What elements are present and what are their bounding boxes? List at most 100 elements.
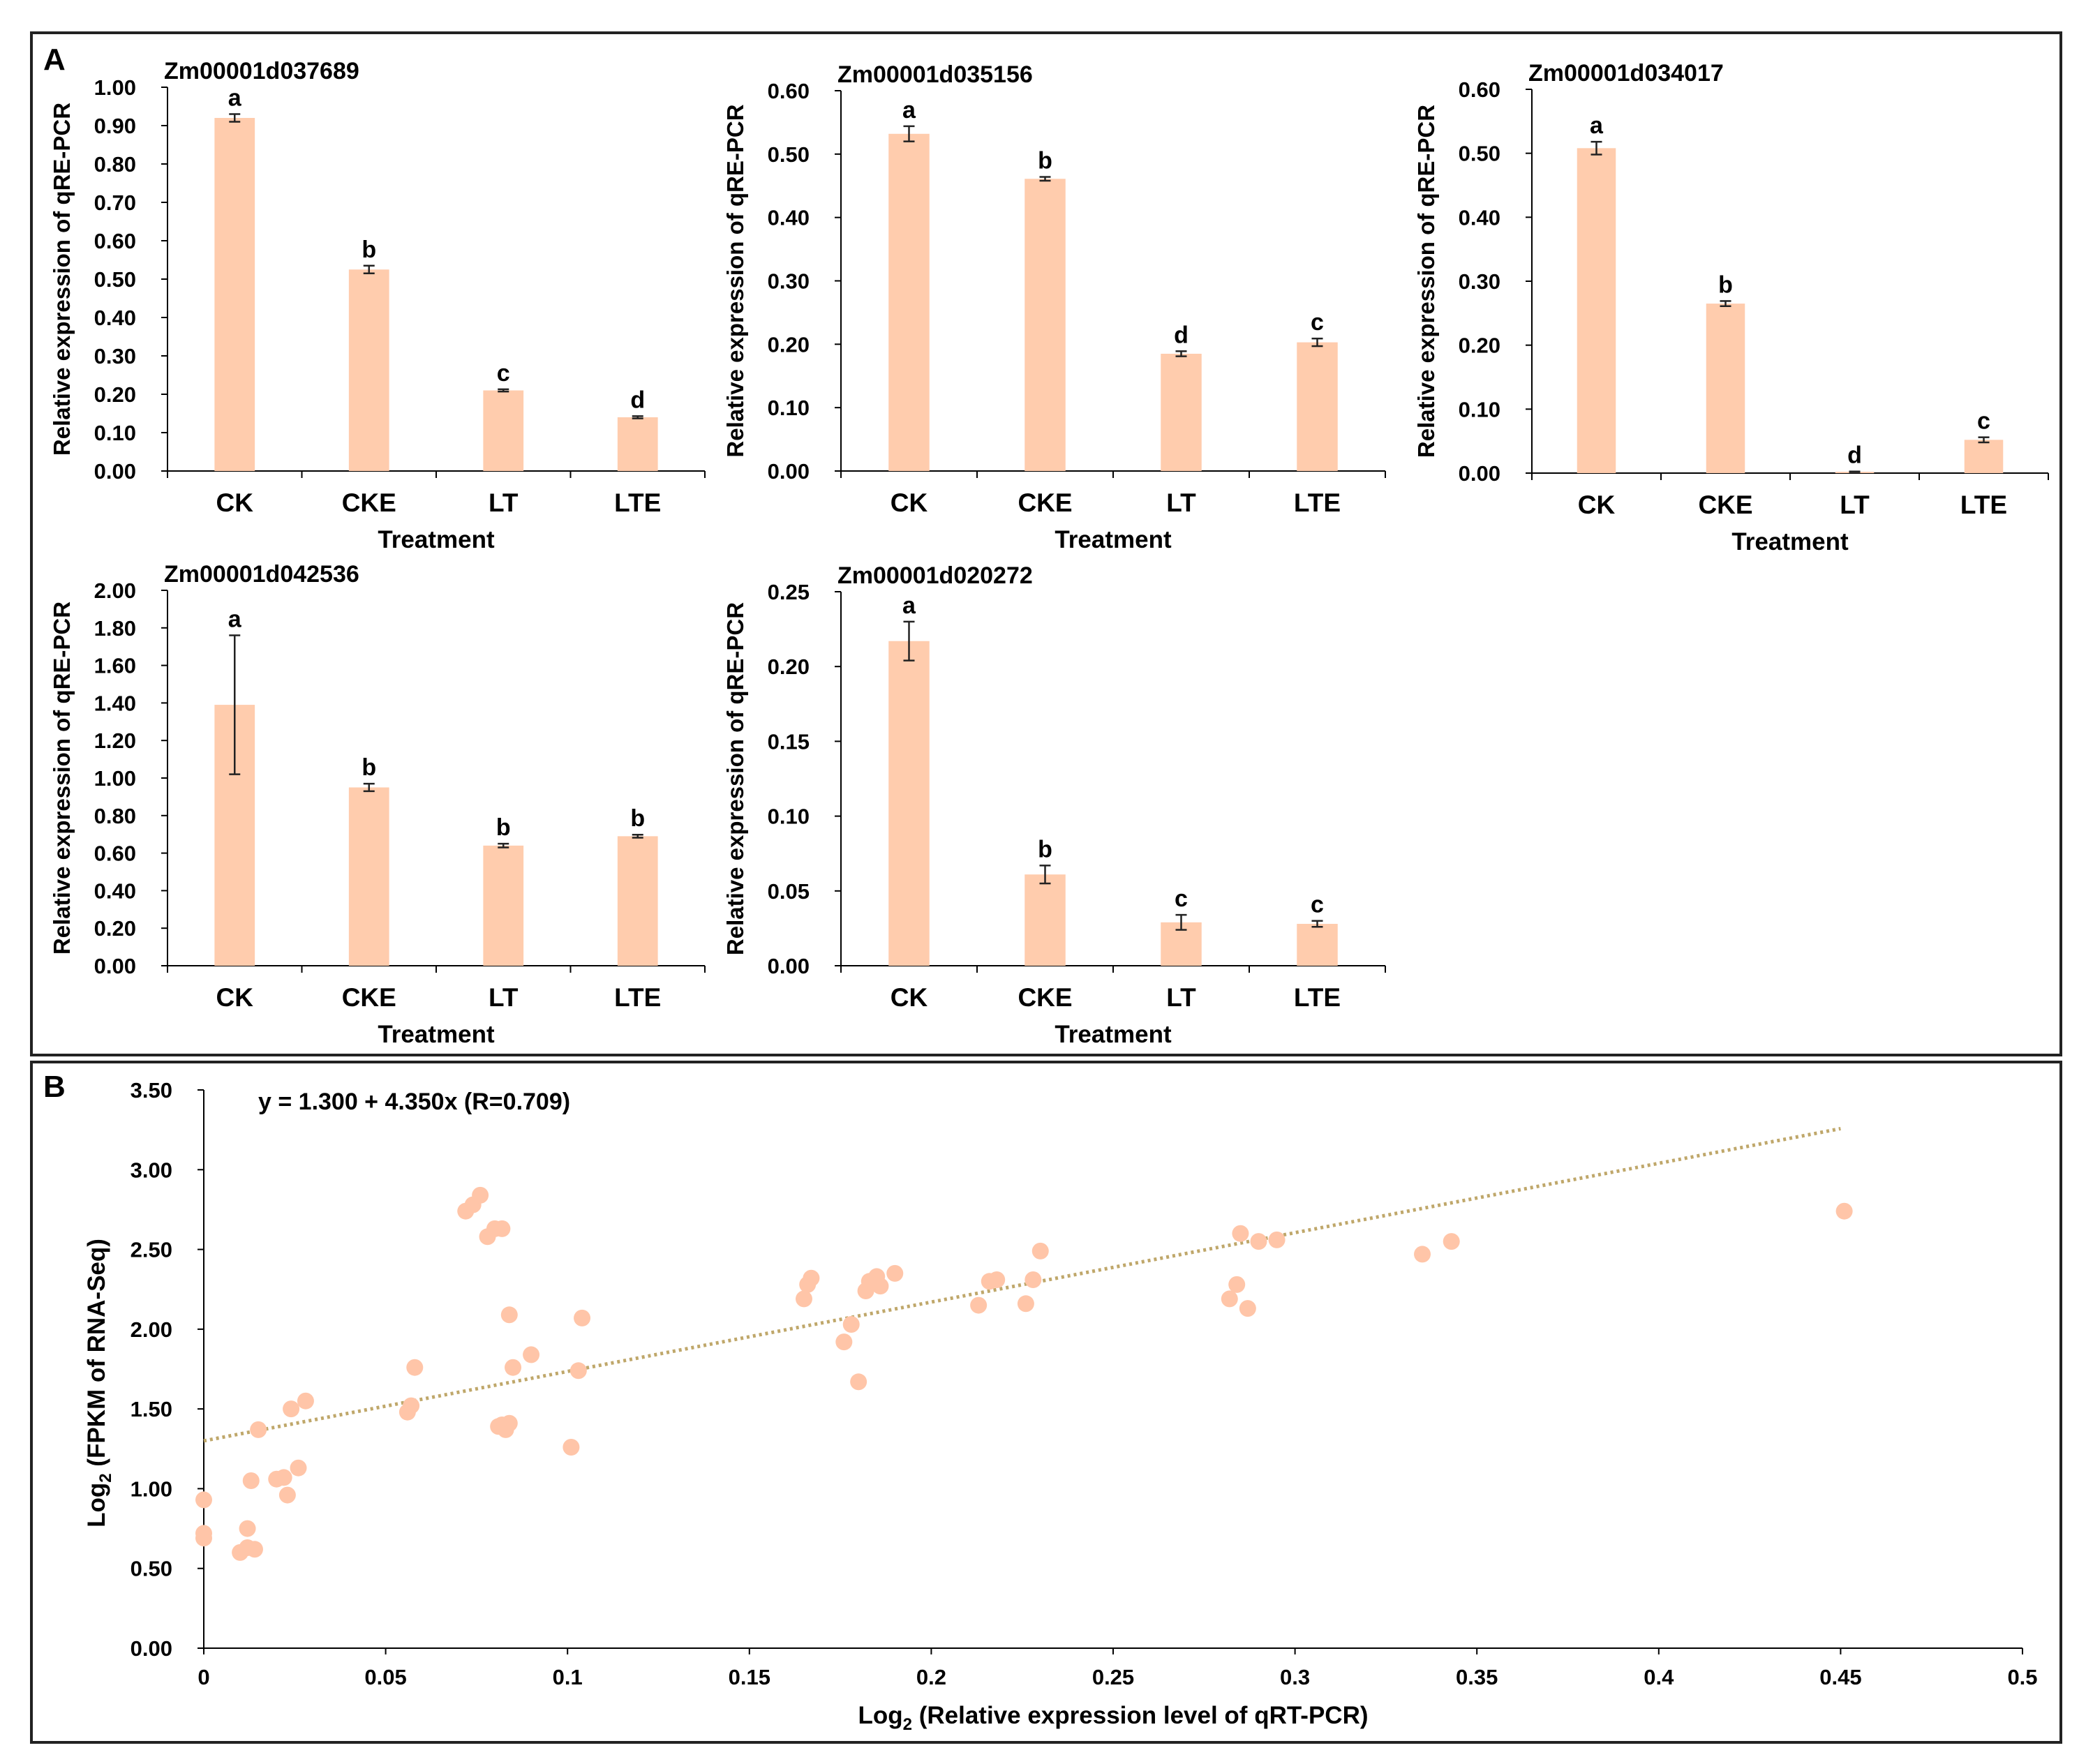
data-point (850, 1373, 867, 1391)
x-axis-title: Treatment (1731, 528, 1849, 555)
y-tick-label: 0.30 (1459, 269, 1500, 294)
y-tick-label: 0.40 (1459, 205, 1500, 230)
category-label: LT (489, 488, 519, 517)
data-point (239, 1520, 256, 1537)
y-tick-label: 0.50 (94, 267, 136, 292)
data-point (283, 1400, 300, 1418)
significance-letter: a (902, 97, 916, 124)
regression-equation: y = 1.300 + 4.350x (R=0.709) (258, 1089, 570, 1115)
y-tick-label: 2.00 (94, 578, 136, 603)
data-point (242, 1472, 260, 1489)
bar-chart-1: Zm00001d037689 0.00 0.10 0.20 0.30 0.40 0.50 0.… (49, 58, 706, 553)
y-tick-label: 0.50 (131, 1557, 172, 1581)
data-point (1232, 1225, 1249, 1242)
x-tick-label: 0.45 (1819, 1665, 1861, 1689)
bar-lte (1297, 923, 1338, 966)
x-tick-label: 0.3 (1280, 1665, 1310, 1689)
x-tick-label: 0.5 (2007, 1665, 2037, 1689)
y-axis-title: Relative expression of qRE-PCR (1413, 105, 1439, 458)
panel-b-frame (30, 1061, 2062, 1744)
y-tick-label: 1.50 (131, 1397, 172, 1421)
data-point (1250, 1233, 1267, 1250)
significance-letter: d (1174, 322, 1189, 348)
category-label: CKE (1698, 491, 1752, 519)
y-axis-title: Relative expression of qRE-PCR (49, 601, 75, 955)
panel-a-frame (30, 31, 2062, 1056)
significance-letter: a (228, 85, 242, 112)
y-tick-label: 0.20 (94, 916, 136, 941)
data-point (1025, 1271, 1042, 1288)
significance-letter: b (1038, 836, 1052, 862)
bar-lt (483, 390, 524, 471)
bar-cke (1025, 874, 1066, 966)
data-point (297, 1392, 314, 1410)
y-tick-label: 0.20 (1459, 334, 1500, 358)
data-point (523, 1346, 540, 1363)
bar-cke (1706, 304, 1745, 473)
bar-chart-3: Zm00001d034017 0.00 0.10 0.20 0.30 0.40 0.50 0.… (1413, 60, 2049, 555)
y-tick-label: 1.00 (131, 1477, 172, 1501)
y-tick-label: 0.30 (768, 269, 810, 294)
y-tick-label: 2.00 (131, 1317, 172, 1342)
data-point (803, 1269, 820, 1287)
y-tick-label: 0.70 (94, 190, 136, 215)
category-label: LTE (1960, 491, 2007, 519)
x-tick-label: 0.15 (729, 1665, 770, 1689)
chart-title: Zm00001d037689 (164, 58, 359, 84)
y-axis-title: Relative expression of qRE-PCR (722, 602, 748, 955)
y-tick-label: 0.60 (1459, 77, 1500, 102)
significance-letter: b (1718, 271, 1733, 298)
y-tick-label: 0.50 (1459, 142, 1500, 166)
data-point (403, 1397, 420, 1414)
data-point (195, 1530, 212, 1547)
bar-ck (214, 118, 255, 471)
x-axis-title: Treatment (378, 526, 495, 553)
category-label: LT (1840, 491, 1870, 519)
category-label: CK (891, 983, 928, 1012)
y-axis-title-prefix: Log (83, 1483, 110, 1527)
significance-letter: b (362, 754, 376, 781)
y-tick-label: 0.00 (131, 1636, 172, 1661)
x-tick-label: 0.35 (1456, 1665, 1498, 1689)
y-tick-label: 1.20 (94, 728, 136, 753)
data-point (406, 1359, 424, 1376)
data-point (835, 1333, 853, 1351)
bar-charts: Zm00001d037689 0.00 0.10 0.20 0.30 0.40 0.50 0.… (49, 58, 2049, 1048)
significance-letter: c (1977, 408, 1990, 435)
data-point (500, 1306, 518, 1324)
bar-lt (483, 845, 524, 966)
y-tick-label: 1.60 (94, 654, 136, 678)
y-tick-label: 0.00 (1459, 461, 1500, 486)
data-point (1228, 1276, 1246, 1293)
y-tick-label: 0.90 (94, 114, 136, 138)
y-axis-title: Relative expression of qRE-PCR (49, 103, 75, 456)
category-label: CKE (1018, 488, 1072, 517)
bar-ck (888, 641, 930, 966)
bar-lt (1161, 353, 1202, 471)
x-axis-title: Log2 (Relative expression level of qRT-P… (858, 1702, 1368, 1734)
significance-letter: c (497, 360, 510, 387)
category-label: LTE (1294, 488, 1341, 517)
x-tick-label: 0.25 (1092, 1665, 1134, 1689)
category-label: CK (216, 488, 254, 517)
y-tick-label: 0.20 (768, 332, 810, 357)
significance-letter: b (362, 237, 376, 263)
scatter-plot: 0.00 0.50 1.00 1.50 2.00 2.50 3.00 3.50 0 0.05 0.1… (83, 1078, 2038, 1734)
data-point (500, 1414, 518, 1432)
y-tick-label: 0.05 (768, 879, 810, 904)
data-point (842, 1316, 860, 1333)
bar-cke (1025, 179, 1066, 471)
y-tick-label: 1.80 (94, 616, 136, 641)
data-point (1835, 1202, 1853, 1220)
data-point (195, 1491, 212, 1509)
y-tick-label: 0.40 (768, 206, 810, 230)
significance-letter: c (1311, 892, 1324, 918)
category-label: CK (216, 983, 254, 1012)
data-point (250, 1421, 267, 1438)
data-point (1017, 1295, 1034, 1313)
chart-title: Zm00001d020272 (837, 562, 1033, 589)
y-tick-label: 2.50 (131, 1238, 172, 1262)
trend-line (203, 1126, 1841, 1443)
significance-letter: b (1038, 148, 1052, 174)
significance-letter: a (902, 592, 916, 619)
